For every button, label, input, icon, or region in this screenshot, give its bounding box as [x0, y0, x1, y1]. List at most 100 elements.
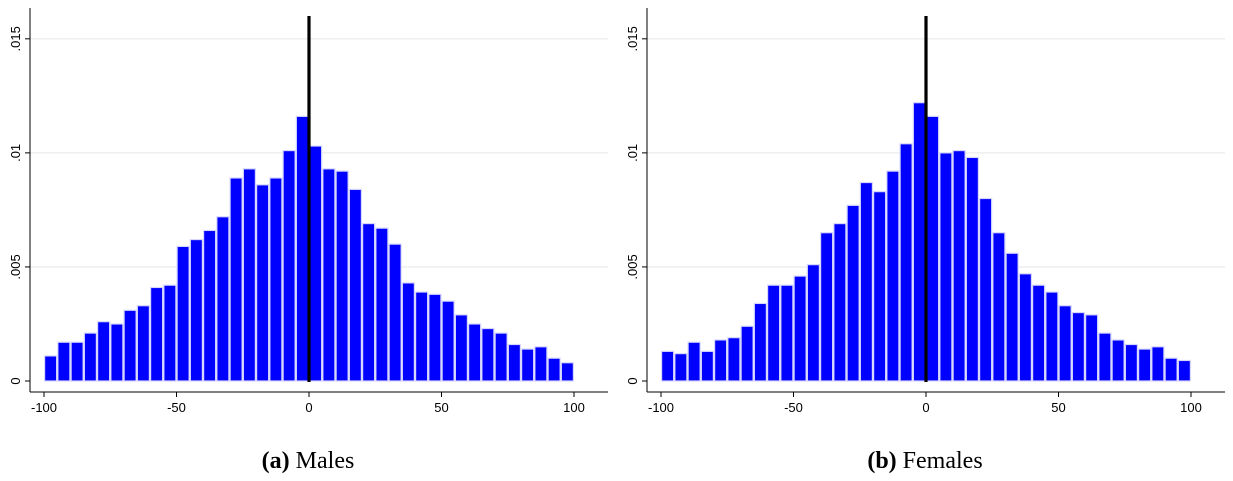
histogram-bar — [123, 309, 137, 382]
histogram-bar — [163, 284, 177, 382]
histogram-bar — [216, 216, 230, 382]
histogram-bar — [335, 170, 349, 382]
histogram-bar — [295, 115, 310, 382]
histogram-bar — [912, 102, 927, 382]
histogram-bar — [481, 327, 495, 382]
histogram-bar — [1058, 305, 1072, 382]
histogram-bar — [560, 362, 574, 382]
histogram-bar — [979, 197, 993, 382]
histogram-bar — [242, 168, 257, 382]
histogram-bar — [454, 314, 469, 382]
histogram-bar — [793, 275, 807, 382]
histogram-bar — [83, 332, 97, 382]
histogram-bar — [309, 145, 323, 382]
histogram-bar — [700, 350, 714, 382]
x-tick-label: -50 — [784, 400, 803, 415]
histogram-bar — [806, 264, 821, 382]
histogram-bar — [952, 149, 966, 382]
histogram-bar — [203, 229, 217, 382]
histogram-bar — [660, 350, 675, 382]
y-tick-label: .005 — [8, 254, 23, 279]
x-tick-label: 100 — [563, 400, 585, 415]
histogram-bar — [428, 293, 442, 382]
histogram-bar — [401, 282, 416, 382]
histogram-bar — [136, 305, 151, 382]
histogram-bar — [1018, 273, 1033, 382]
histogram-bar — [57, 341, 71, 382]
histogram-bar — [1071, 311, 1086, 382]
histogram-bar — [740, 325, 754, 382]
histogram-bar — [820, 232, 834, 382]
histogram-bar — [176, 245, 190, 382]
histogram-bar — [1177, 359, 1191, 382]
histogram-panel-males: 0 .005 .01 .015 -100 -50 0 50 100 (a) Males — [0, 0, 616, 481]
histogram-bar — [1124, 343, 1139, 382]
caption-females: (b) Females — [617, 448, 1233, 475]
histogram-bar — [899, 143, 913, 382]
histogram-bar — [1137, 348, 1152, 382]
histogram-bar — [96, 321, 111, 382]
x-tick-label: 0 — [922, 400, 929, 415]
histogram-bar — [362, 222, 376, 382]
histogram-bar — [846, 204, 860, 382]
y-tick-label: .015 — [625, 26, 640, 51]
y-tick-label: .005 — [625, 254, 640, 279]
x-tick-label: -50 — [167, 400, 186, 415]
histogram-bar — [520, 348, 535, 382]
x-tick-label: 0 — [305, 400, 312, 415]
histogram-bar — [415, 291, 429, 382]
histogram-bar — [1005, 252, 1019, 382]
histogram-bar — [282, 149, 296, 382]
histogram-bar — [939, 152, 953, 382]
histogram-bar — [833, 222, 847, 382]
histogram-bar — [873, 191, 887, 382]
histogram-bar — [1111, 339, 1125, 382]
histogram-bar — [965, 156, 980, 382]
histogram-bar — [229, 177, 243, 382]
x-tick-label: 50 — [1051, 400, 1065, 415]
histogram-bar — [713, 339, 728, 382]
histogram-bar — [441, 300, 455, 382]
histogram-bar — [256, 184, 270, 382]
y-tick-label: .015 — [8, 26, 23, 51]
histogram-bar — [269, 177, 283, 382]
y-tick-label: 0 — [625, 377, 640, 384]
females-histogram: 0 .005 .01 .015 -100 -50 0 50 100 — [625, 8, 1225, 415]
x-tick-label: -100 — [648, 400, 674, 415]
y-tick-label: .01 — [8, 144, 23, 162]
histogram-bar — [534, 346, 548, 382]
histogram-panel-females: 0 .005 .01 .015 -100 -50 0 50 100 (b) Females — [617, 0, 1233, 481]
x-tick-label: -100 — [31, 400, 57, 415]
histogram-bar — [322, 168, 336, 382]
histogram-bar — [375, 227, 389, 382]
histogram-bar — [780, 284, 794, 382]
histogram-bar — [926, 115, 940, 382]
histogram-bar — [753, 302, 768, 382]
histogram-bar — [1045, 291, 1059, 382]
histogram-bar — [110, 323, 124, 382]
caption-label: (b) — [867, 448, 897, 474]
y-tick-label: .01 — [625, 144, 640, 162]
x-tick-label: 50 — [434, 400, 448, 415]
histogram-bar — [1151, 346, 1165, 382]
histogram-bar — [348, 188, 363, 382]
histogram-bar — [507, 343, 522, 382]
caption-males: (a) Males — [0, 448, 616, 475]
histogram-bar — [767, 284, 781, 382]
caption-label: (a) — [261, 448, 290, 474]
histogram-bar — [494, 332, 508, 382]
histogram-bar — [388, 243, 402, 382]
histogram-bar — [1098, 332, 1112, 382]
caption-text: Males — [295, 448, 355, 474]
histogram-bar — [859, 181, 874, 382]
histogram-bar — [1032, 284, 1046, 382]
histogram-bar — [687, 341, 701, 382]
histogram-bar — [189, 238, 204, 382]
histogram-bar — [43, 355, 58, 382]
histogram-bar — [468, 323, 482, 382]
caption-text: Females — [902, 448, 983, 474]
y-tick-label: 0 — [8, 377, 23, 384]
males-histogram: 0 .005 .01 .015 -100 -50 0 50 100 — [8, 8, 608, 415]
histogram-bar — [1085, 314, 1099, 382]
histogram-bar — [150, 286, 164, 382]
